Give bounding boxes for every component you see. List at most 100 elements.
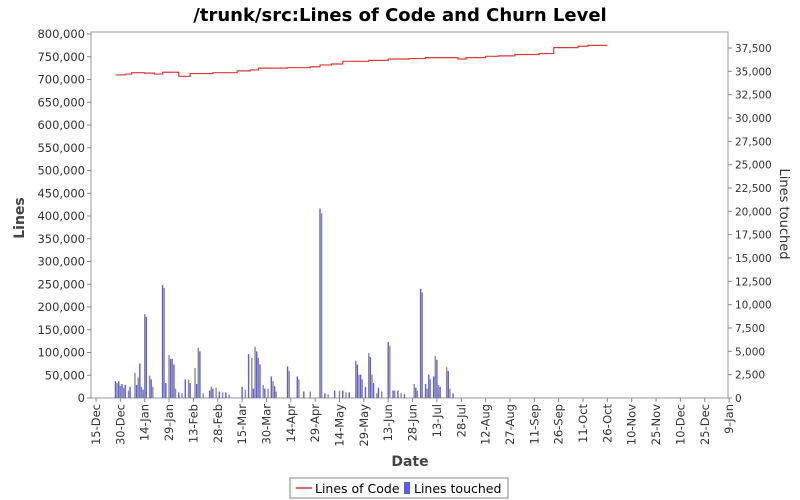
lines-touched-bar [114,381,117,398]
x-tick-label: 15-Mar [235,404,249,445]
lines-touched-bar [429,379,432,398]
lines-touched-bar [215,387,217,398]
lines-touched-bar [197,347,199,398]
lines-touched-bar [161,285,164,398]
lines-touched-bar [381,391,383,398]
left-tick-label: 200,000 [37,300,85,314]
lines-touched-bar [187,379,190,398]
x-tick-label: 9-Jan [722,404,736,434]
right-tick-label: 2,500 [735,370,765,382]
lines-touched-bar [256,351,258,398]
left-tick-label: 450,000 [37,186,85,200]
lines-touched-bar [327,394,329,398]
lines-touched-bar [270,376,273,398]
x-tick-label: 12-Aug [479,404,493,445]
lines-touched-bar [342,390,344,398]
x-axis-label: Date [391,454,428,470]
x-axis: 15-Dec 30-Dec 14-Jan 29-Jan 13-Feb 28-Feb 15-M… [89,398,736,447]
lines-touched-bar [361,379,363,398]
left-tick-label: 600,000 [37,118,85,132]
x-tick-label: 13-Jun [381,404,395,441]
lines-touched-bar [134,372,136,398]
lines-touched-bar [432,376,435,398]
lines-touched-bar [419,288,422,398]
lines-touched-bar [372,383,375,398]
lines-touched-bar [122,387,125,398]
left-tick-label: 100,000 [37,346,85,360]
left-tick-label: 150,000 [37,323,85,337]
x-tick-label: 13-Feb [186,404,200,443]
x-tick-label: 15-Dec [89,404,103,445]
x-tick-label: 29-May [357,404,371,447]
lines-touched-bar [173,364,175,398]
lines-touched-bar [171,358,173,398]
lines-touched-bar [140,386,143,398]
lines-touched-bar [403,394,406,398]
lines-touched-bar [392,390,394,398]
x-tick-label: 26-Sep [552,404,566,444]
x-tick-label: 28-Feb [211,404,225,443]
lines-touched-bar [376,393,378,398]
plot-area [90,31,729,399]
lines-touched-bar [320,213,323,398]
x-tick-label: 10-Dec [673,404,687,445]
lines-touched-bar [225,392,227,398]
lines-touched-bar [163,287,165,398]
lines-touched-bar [202,393,204,398]
lines-touched-bar [286,366,289,398]
lines-touched-bar [118,381,120,398]
lines-touched-bar [145,316,148,398]
lines-touched-bar [228,394,230,398]
lines-touched-bar [447,370,449,398]
lines-touched-bar [137,377,139,398]
x-tick-label: 26-Oct [600,404,614,443]
left-tick-label: 50,000 [45,368,85,382]
x-tick-label: 25-Nov [649,404,663,445]
lines-touched-bar [449,388,451,398]
right-tick-label: 10,000 [735,300,772,312]
right-tick-label: 35,000 [735,66,772,78]
lines-touched-bar [348,392,350,398]
lines-touched-bar [421,292,423,398]
lines-touched-bar [298,379,300,398]
lines-touched-bars [114,208,454,398]
lines-touched-bar [275,391,277,398]
lines-touched-bar [272,381,274,398]
lines-touched-bar [377,387,380,398]
lines-touched-bar [119,385,122,398]
lines-touched-bar [221,392,224,398]
lines-touched-bar [195,384,198,398]
x-tick-label: 28-Jun [406,404,420,441]
x-tick-label: 13-Jul [430,404,444,437]
x-tick-label: 29-Apr [308,404,322,443]
lines-touched-bar [437,384,440,398]
right-tick-label: 5,000 [735,346,765,358]
lines-touched-bar [210,386,212,398]
right-tick-label: 0 [735,393,742,405]
lines-touched-bar [359,374,362,398]
right-tick-label: 32,500 [735,90,772,102]
lines-touched-bar [273,385,276,398]
lines-touched-bar [194,368,196,398]
legend: Lines of Code Lines touched [289,477,509,499]
lines-touched-bar [144,314,146,398]
lines-touched-bar [333,390,336,398]
lines-touched-bar [303,391,305,398]
lines-touched-bar [124,384,126,398]
lines-touched-bar [244,389,247,398]
right-axis: 0 2,500 5,000 7,500 10,000 12,500 15,000 17,500… [728,43,772,405]
lines-touched-bar [296,376,298,398]
x-tick-label: 14-May [333,404,347,447]
left-tick-label: 300,000 [37,255,85,269]
x-tick-label: 30-Mar [259,404,273,445]
lines-touched-bar [247,354,250,398]
lines-touched-bar [262,384,264,398]
lines-touched-bar [397,390,399,398]
right-tick-label: 22,500 [735,183,772,195]
legend-box [289,477,509,499]
legend-lines-of-code: Lines of Code [315,481,400,496]
lines-touched-bar [369,356,372,398]
lines-touched-bar [252,388,255,398]
right-tick-label: 20,000 [735,206,772,218]
lines-touched-bar [393,390,396,398]
